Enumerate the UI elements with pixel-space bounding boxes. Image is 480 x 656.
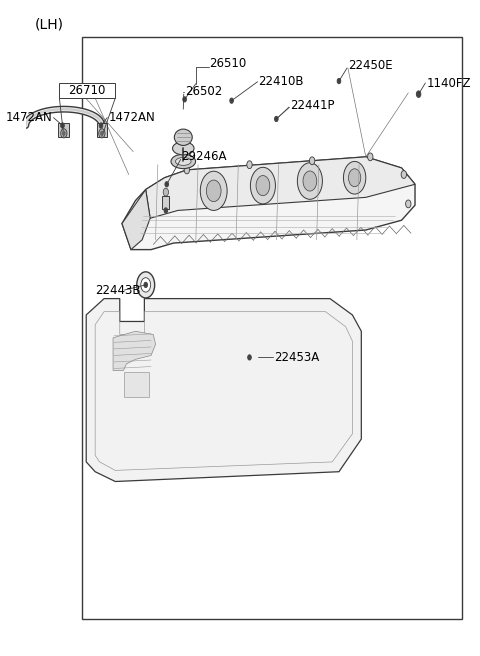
Text: 1140FZ: 1140FZ: [426, 77, 471, 89]
Bar: [96, 123, 107, 137]
Ellipse shape: [174, 129, 192, 146]
Circle shape: [416, 91, 421, 97]
Polygon shape: [113, 331, 156, 371]
Text: 26710: 26710: [69, 85, 106, 97]
Circle shape: [137, 272, 155, 298]
Text: 22441P: 22441P: [290, 100, 334, 112]
Text: 26510: 26510: [209, 57, 247, 70]
Circle shape: [164, 208, 168, 213]
Circle shape: [144, 282, 147, 287]
Text: 22443B: 22443B: [95, 283, 141, 297]
Circle shape: [310, 157, 315, 165]
Circle shape: [141, 277, 151, 292]
Circle shape: [256, 176, 270, 195]
Circle shape: [298, 163, 323, 199]
Circle shape: [100, 131, 103, 135]
Circle shape: [401, 171, 407, 178]
Circle shape: [60, 123, 64, 128]
Circle shape: [303, 171, 317, 191]
Circle shape: [99, 123, 103, 128]
Circle shape: [248, 355, 252, 360]
Circle shape: [275, 116, 278, 121]
Text: 29246A: 29246A: [181, 150, 227, 163]
Circle shape: [62, 131, 65, 135]
Text: 22453A: 22453A: [274, 351, 319, 364]
Circle shape: [247, 161, 252, 169]
Circle shape: [251, 167, 276, 204]
Circle shape: [337, 79, 341, 84]
Bar: [82, 37, 462, 619]
Text: 26502: 26502: [185, 85, 222, 98]
Polygon shape: [86, 298, 361, 482]
Circle shape: [406, 200, 411, 208]
Text: 22410B: 22410B: [258, 75, 304, 89]
Ellipse shape: [172, 142, 194, 155]
Polygon shape: [122, 157, 415, 250]
Text: 1472AN: 1472AN: [108, 111, 156, 124]
Circle shape: [163, 188, 168, 196]
Circle shape: [184, 166, 190, 174]
Circle shape: [348, 169, 361, 187]
Circle shape: [206, 180, 221, 201]
Ellipse shape: [171, 154, 195, 169]
Circle shape: [368, 153, 373, 161]
Bar: [59, 123, 69, 137]
Circle shape: [60, 129, 67, 138]
Circle shape: [183, 96, 186, 102]
Circle shape: [99, 129, 105, 138]
Polygon shape: [122, 190, 150, 250]
Text: (LH): (LH): [35, 18, 64, 31]
Ellipse shape: [176, 157, 191, 165]
Circle shape: [200, 171, 227, 211]
Bar: [162, 196, 169, 209]
Bar: [124, 372, 149, 397]
Polygon shape: [146, 157, 415, 218]
Circle shape: [165, 182, 168, 187]
Bar: [60, 83, 115, 98]
Circle shape: [230, 98, 233, 103]
Text: 22450E: 22450E: [348, 59, 393, 72]
Text: 1472AN: 1472AN: [6, 111, 53, 124]
Circle shape: [343, 161, 366, 194]
Circle shape: [181, 159, 185, 164]
